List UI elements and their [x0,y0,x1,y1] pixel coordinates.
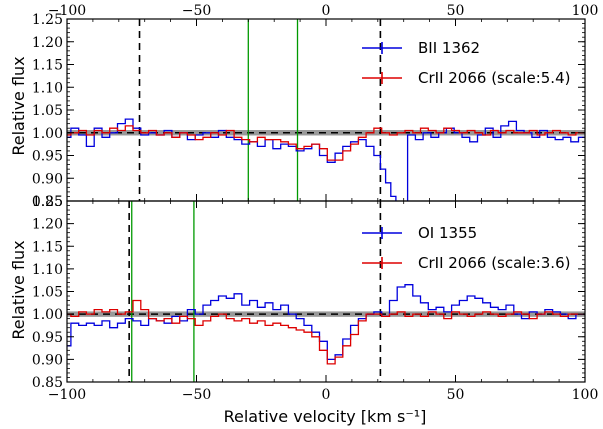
y-tick-label: 1.20 [32,35,63,51]
y-tick-label: 1.00 [32,307,63,323]
y-tick-label: 0.85 [32,194,63,210]
y-tick-label: 1.10 [32,80,63,96]
y-tick-label: 1.10 [32,262,63,278]
y-tick-label: 0.95 [32,330,63,346]
y-tick-label: 1.15 [32,58,63,74]
series-line-crii [67,125,584,161]
plot-area [67,201,585,382]
bottom-y-axis-label: Relative flux [9,240,28,339]
series-line-primary [67,284,584,361]
axes-frame [66,200,586,383]
x-tick-label-top: 100 [572,3,599,19]
y-tick-label: 1.00 [32,126,63,142]
x-tick-label: −50 [182,387,212,403]
top-y-axis-label: Relative flux [9,56,28,155]
series-line-primary [67,118,585,201]
y-tick-label: 1.05 [32,285,63,301]
y-tick-label: 1.05 [32,103,63,119]
x-tick-label-top: −100 [48,3,86,19]
series-line-crii [67,299,584,365]
legend-label: OI 1355 [418,224,477,242]
legend-label: BII 1362 [418,39,480,57]
x-tick-label: 0 [322,387,331,403]
plot-area [67,19,585,201]
bottom-panel: 0.85 0.90 0.95 1.00 1.05 1.10 1.15 1.20 1.25 −100… [32,194,599,403]
x-tick-label-top: −50 [182,3,212,19]
y-tick-label: 0.85 [32,375,63,391]
x-axis-label: Relative velocity [km s⁻¹] [224,407,427,426]
x-tick-label: 50 [447,387,465,403]
top-panel: 0.850.900.951.001.051.101.151.201.25−100… [32,3,599,210]
y-tick-label: 1.20 [32,217,63,233]
legend-label: CrII 2066 (scale:3.6) [418,254,570,272]
x-tick-label: −100 [48,387,86,403]
x-tick-label: 100 [572,387,599,403]
y-tick-label: 0.95 [32,149,63,165]
x-tick-label-top: 0 [322,3,331,19]
axes-frame [66,18,586,202]
y-tick-label: 0.90 [32,171,63,187]
y-tick-label: 1.25 [32,12,63,28]
x-tick-label-top: 50 [447,3,465,19]
y-tick-label: 0.90 [32,352,63,368]
legend-label: CrII 2066 (scale:5.4) [418,69,570,87]
y-tick-label: 1.25 [32,194,63,210]
y-tick-label: 1.15 [32,239,63,255]
